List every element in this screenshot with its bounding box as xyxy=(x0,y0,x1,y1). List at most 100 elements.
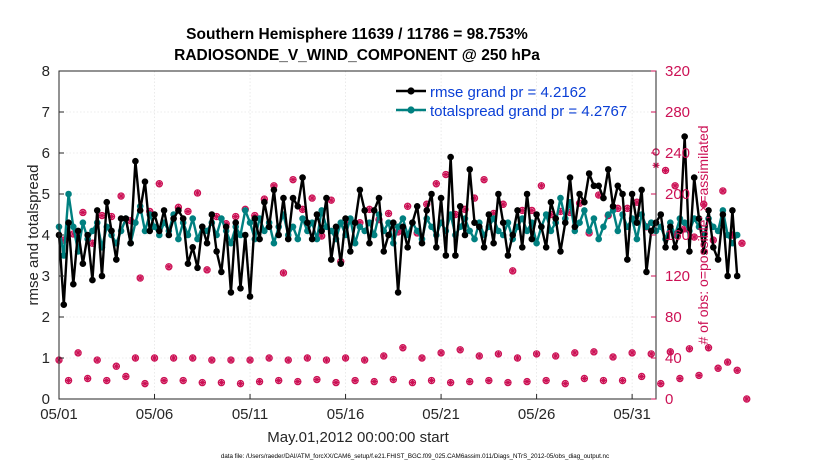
obs-assimilated-point xyxy=(657,380,665,388)
totalspread-point xyxy=(218,215,225,222)
rmse-point xyxy=(418,239,426,247)
rmse-point xyxy=(681,133,688,140)
obs-assimilated-point xyxy=(265,354,273,362)
totalspread-point xyxy=(347,215,354,222)
rmse-point xyxy=(251,215,259,222)
y-right-tick-label: 120 xyxy=(665,268,690,285)
obs-assimilated-point xyxy=(275,377,283,384)
obs-assimilated-point xyxy=(700,200,708,208)
rmse-point xyxy=(518,244,526,251)
rmse-point xyxy=(447,153,454,161)
rmse-point xyxy=(284,235,292,243)
totalspread-point xyxy=(351,239,359,247)
rmse-point xyxy=(361,207,368,214)
obs-assimilated-point xyxy=(466,378,474,385)
obs-assimilated-point xyxy=(284,356,292,364)
rmse-point xyxy=(170,215,177,222)
legend-spread-label: totalspread grand pr = 4.2767 xyxy=(430,103,627,120)
rmse-point xyxy=(724,272,731,280)
rmse-point xyxy=(184,260,192,268)
totalspread-point xyxy=(581,207,588,214)
totalspread-point xyxy=(399,215,407,222)
rmse-point xyxy=(165,231,173,239)
obs-assimilated-point xyxy=(404,202,412,210)
rmse-point xyxy=(203,239,211,247)
totalspread-point xyxy=(590,215,598,222)
obs-assimilated-point xyxy=(246,356,254,364)
obs-assimilated-point xyxy=(323,356,330,364)
obs-assimilated-point xyxy=(647,350,655,358)
totalspread-point xyxy=(504,219,512,226)
series-lines xyxy=(55,133,741,309)
obs-assimilated-point xyxy=(165,263,173,271)
rmse-point xyxy=(175,207,182,214)
rmse-point xyxy=(452,252,459,259)
obs-assimilated-point xyxy=(256,378,263,385)
x-tick-label: 05/21 xyxy=(422,406,460,423)
obs-assimilated-point xyxy=(227,356,235,364)
rmse-point xyxy=(561,219,569,226)
rmse-point xyxy=(480,244,488,251)
y-left-tick-label: 3 xyxy=(42,268,50,285)
obs-assimilated-point xyxy=(738,239,746,247)
totalspread-point xyxy=(65,190,72,198)
rmse-point xyxy=(624,256,631,263)
obs-assimilated-point xyxy=(189,354,197,362)
obs-assimilated-point xyxy=(609,353,617,361)
totalspread-point xyxy=(557,194,564,202)
obs-assimilated-point xyxy=(638,373,646,380)
rmse-point xyxy=(113,256,120,263)
obs-assimilated-point xyxy=(590,348,598,356)
obs-assimilated-point xyxy=(695,372,703,379)
totalspread-point xyxy=(547,227,555,235)
rmse-point xyxy=(323,194,330,202)
rmse-point xyxy=(433,244,440,251)
rmse-point xyxy=(89,276,96,284)
x-axis-ticks: 05/01 05/06 05/11 05/16 05/21 05/26 05/31 xyxy=(40,394,651,423)
rmse-point xyxy=(261,198,268,206)
rmse-point xyxy=(141,178,149,185)
rmse-point xyxy=(265,223,273,231)
obs-assimilated-point xyxy=(117,192,125,200)
totalspread-point xyxy=(413,227,421,235)
totalspread-point xyxy=(337,219,345,226)
totalspread-point xyxy=(246,219,254,226)
totalspread-point xyxy=(194,235,201,243)
rmse-point xyxy=(475,223,483,231)
rmse-point xyxy=(710,244,717,251)
rmse-point xyxy=(576,190,583,198)
rmse-point xyxy=(729,207,736,214)
obs-assimilated-point xyxy=(409,379,416,386)
rmse-point xyxy=(667,223,674,231)
obs-assimilated-point xyxy=(514,354,521,362)
obs-assimilated-point xyxy=(714,364,722,372)
rmse-point xyxy=(695,215,703,222)
rmse-point xyxy=(671,244,679,251)
rmse-point xyxy=(490,239,497,247)
rmse-point xyxy=(289,194,297,202)
x-tick-label: 05/16 xyxy=(327,406,365,423)
obs-assimilated-point xyxy=(318,232,326,240)
rmse-point xyxy=(275,231,282,239)
obs-assimilated-point xyxy=(361,356,369,364)
obs-assimilated-point xyxy=(141,380,149,388)
totalspread-point xyxy=(270,239,278,247)
obs-assimilated-point xyxy=(74,349,82,357)
rmse-point xyxy=(719,211,727,218)
rmse-point xyxy=(155,227,163,235)
rmse-point xyxy=(423,207,431,214)
y-left-tick-label: 5 xyxy=(42,186,50,203)
obs-assimilated-point xyxy=(155,180,163,188)
totalspread-point xyxy=(466,227,474,235)
rmse-point xyxy=(294,203,302,210)
obs-assimilated-point xyxy=(179,377,187,384)
totalspread-point xyxy=(394,223,402,231)
rmse-point xyxy=(557,248,564,255)
rmse-point xyxy=(547,198,555,206)
rmse-point xyxy=(136,207,144,214)
rmse-point xyxy=(585,170,593,177)
rmse-point xyxy=(70,280,77,288)
rmse-point xyxy=(733,272,741,280)
obs-assimilated-point xyxy=(705,344,712,352)
obs-assimilated-point xyxy=(509,267,517,275)
